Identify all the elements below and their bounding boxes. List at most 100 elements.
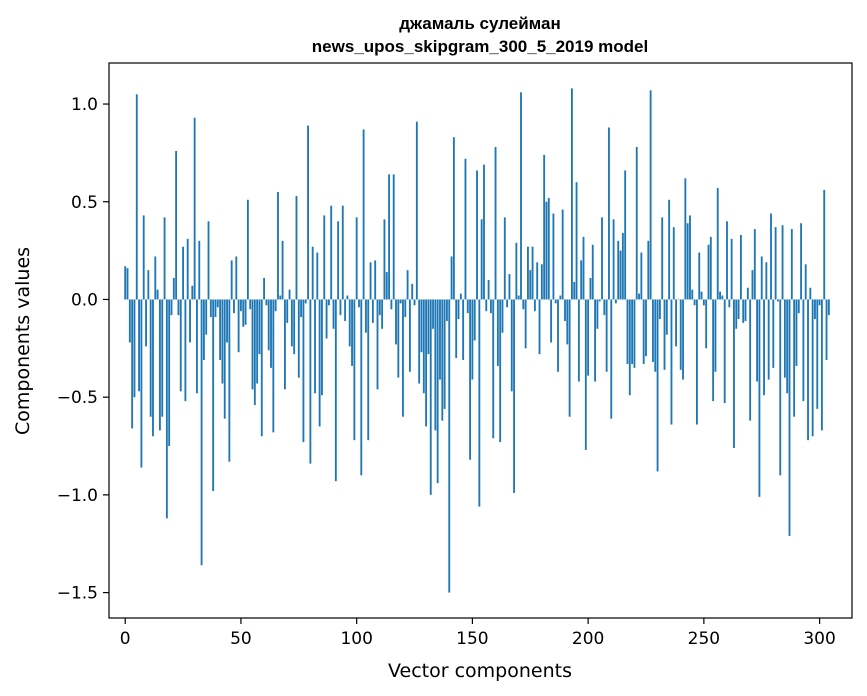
bar [327, 299, 330, 306]
bar [503, 217, 506, 300]
bar [358, 299, 360, 308]
bar [142, 215, 145, 300]
bar [811, 299, 814, 437]
bar [733, 299, 735, 448]
bar [279, 295, 282, 300]
bar [589, 277, 592, 300]
bar [242, 299, 245, 327]
bar [311, 246, 314, 300]
bar [645, 299, 647, 357]
bar [545, 201, 548, 300]
bar [128, 299, 131, 343]
bar [480, 219, 483, 300]
bar [786, 299, 789, 394]
bar [149, 299, 152, 417]
bar [237, 299, 240, 353]
bar [443, 299, 446, 409]
bar [402, 299, 404, 417]
bar [820, 299, 823, 431]
x-tick-label: 200 [572, 629, 604, 649]
bar [286, 299, 289, 323]
bar [193, 117, 196, 300]
bar [691, 289, 694, 300]
bar [668, 199, 671, 300]
bar [316, 252, 319, 300]
bar [524, 299, 527, 349]
bar [591, 244, 594, 300]
bar [191, 285, 194, 300]
bar [383, 219, 386, 300]
bar [770, 213, 772, 300]
bar [499, 299, 502, 443]
bar [635, 147, 638, 300]
bar [536, 262, 539, 300]
bar [619, 250, 622, 300]
bar [374, 260, 377, 300]
bar [765, 262, 768, 300]
bar [283, 299, 286, 390]
bar [365, 299, 367, 333]
bar [672, 227, 675, 300]
bar [452, 137, 455, 300]
bar [793, 299, 796, 417]
bar [714, 299, 717, 372]
bar [353, 299, 356, 441]
bar [552, 213, 555, 300]
bar [753, 229, 756, 300]
bar [614, 299, 617, 304]
bar [189, 299, 191, 343]
bar [244, 299, 247, 325]
bar [300, 299, 303, 318]
bar [633, 299, 636, 368]
bar [584, 299, 587, 450]
bar [737, 299, 740, 319]
bar [464, 158, 467, 300]
bar [728, 299, 731, 308]
bar [663, 299, 666, 370]
bar [814, 299, 816, 319]
bar [575, 182, 578, 300]
bar [388, 174, 390, 300]
bar [587, 299, 590, 376]
bar [763, 299, 765, 396]
bar [214, 299, 217, 318]
bar [307, 125, 309, 300]
bar [156, 289, 159, 300]
bar [684, 178, 687, 300]
bar [603, 299, 606, 316]
bar [695, 299, 698, 425]
bar [223, 299, 226, 419]
bar [631, 299, 634, 364]
bar [411, 283, 414, 300]
bar [404, 299, 407, 318]
bar [198, 240, 201, 300]
bar [341, 205, 344, 300]
bar [251, 299, 254, 390]
bar [165, 299, 168, 519]
bar [161, 299, 164, 417]
bar [330, 205, 333, 300]
bar [647, 240, 650, 300]
bar [494, 147, 497, 300]
bar [638, 293, 640, 300]
bar [172, 277, 175, 300]
bar [825, 299, 828, 361]
bar [721, 295, 724, 300]
bar [334, 299, 337, 482]
bar [314, 299, 316, 394]
bar [337, 221, 340, 300]
bar [617, 240, 620, 300]
bar [323, 215, 326, 300]
bar [788, 299, 791, 536]
bar [140, 299, 143, 468]
bar [730, 238, 733, 300]
bar [466, 299, 469, 314]
bar [496, 299, 499, 366]
bar [355, 217, 358, 300]
bar [506, 299, 509, 308]
bar [564, 299, 566, 321]
bar [529, 270, 532, 300]
plot-area-frame [108, 62, 853, 619]
bar [774, 227, 777, 300]
bar [163, 217, 166, 300]
